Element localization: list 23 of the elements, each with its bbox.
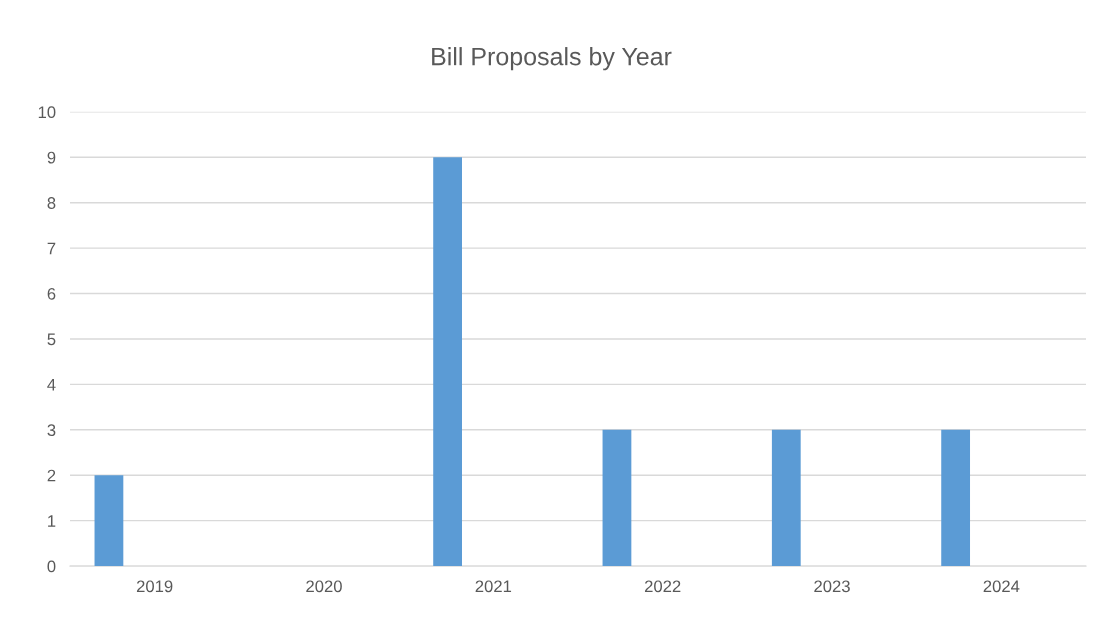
bar	[433, 157, 462, 567]
x-tick-label: 2021	[475, 580, 512, 593]
y-tick-label: 4	[47, 378, 56, 391]
chart-title: Bill Proposals by Year	[432, 47, 672, 71]
y-tick-label: 6	[47, 287, 56, 300]
y-tick-label: 10	[38, 106, 56, 119]
y-tick-label: 8	[47, 197, 56, 209]
y-tick-label: 2	[47, 469, 56, 482]
y-tick-label: 7	[47, 242, 56, 255]
y-tick-label: 1	[48, 515, 56, 527]
bar	[94, 475, 124, 567]
x-tick-label: 2024	[983, 580, 1020, 593]
y-tick-label: 3	[47, 424, 56, 437]
bar	[941, 429, 971, 567]
x-tick-label: 2019	[136, 580, 173, 593]
y-tick-label: 5	[47, 333, 56, 346]
y-tick-label: 0	[47, 560, 56, 573]
y-tick-label: 9	[47, 151, 56, 164]
bar	[602, 429, 632, 567]
x-tick-label: 2023	[814, 580, 850, 593]
x-tick-label: 2022	[644, 580, 681, 593]
bar	[771, 429, 801, 567]
x-tick-label: 2020	[306, 580, 342, 593]
